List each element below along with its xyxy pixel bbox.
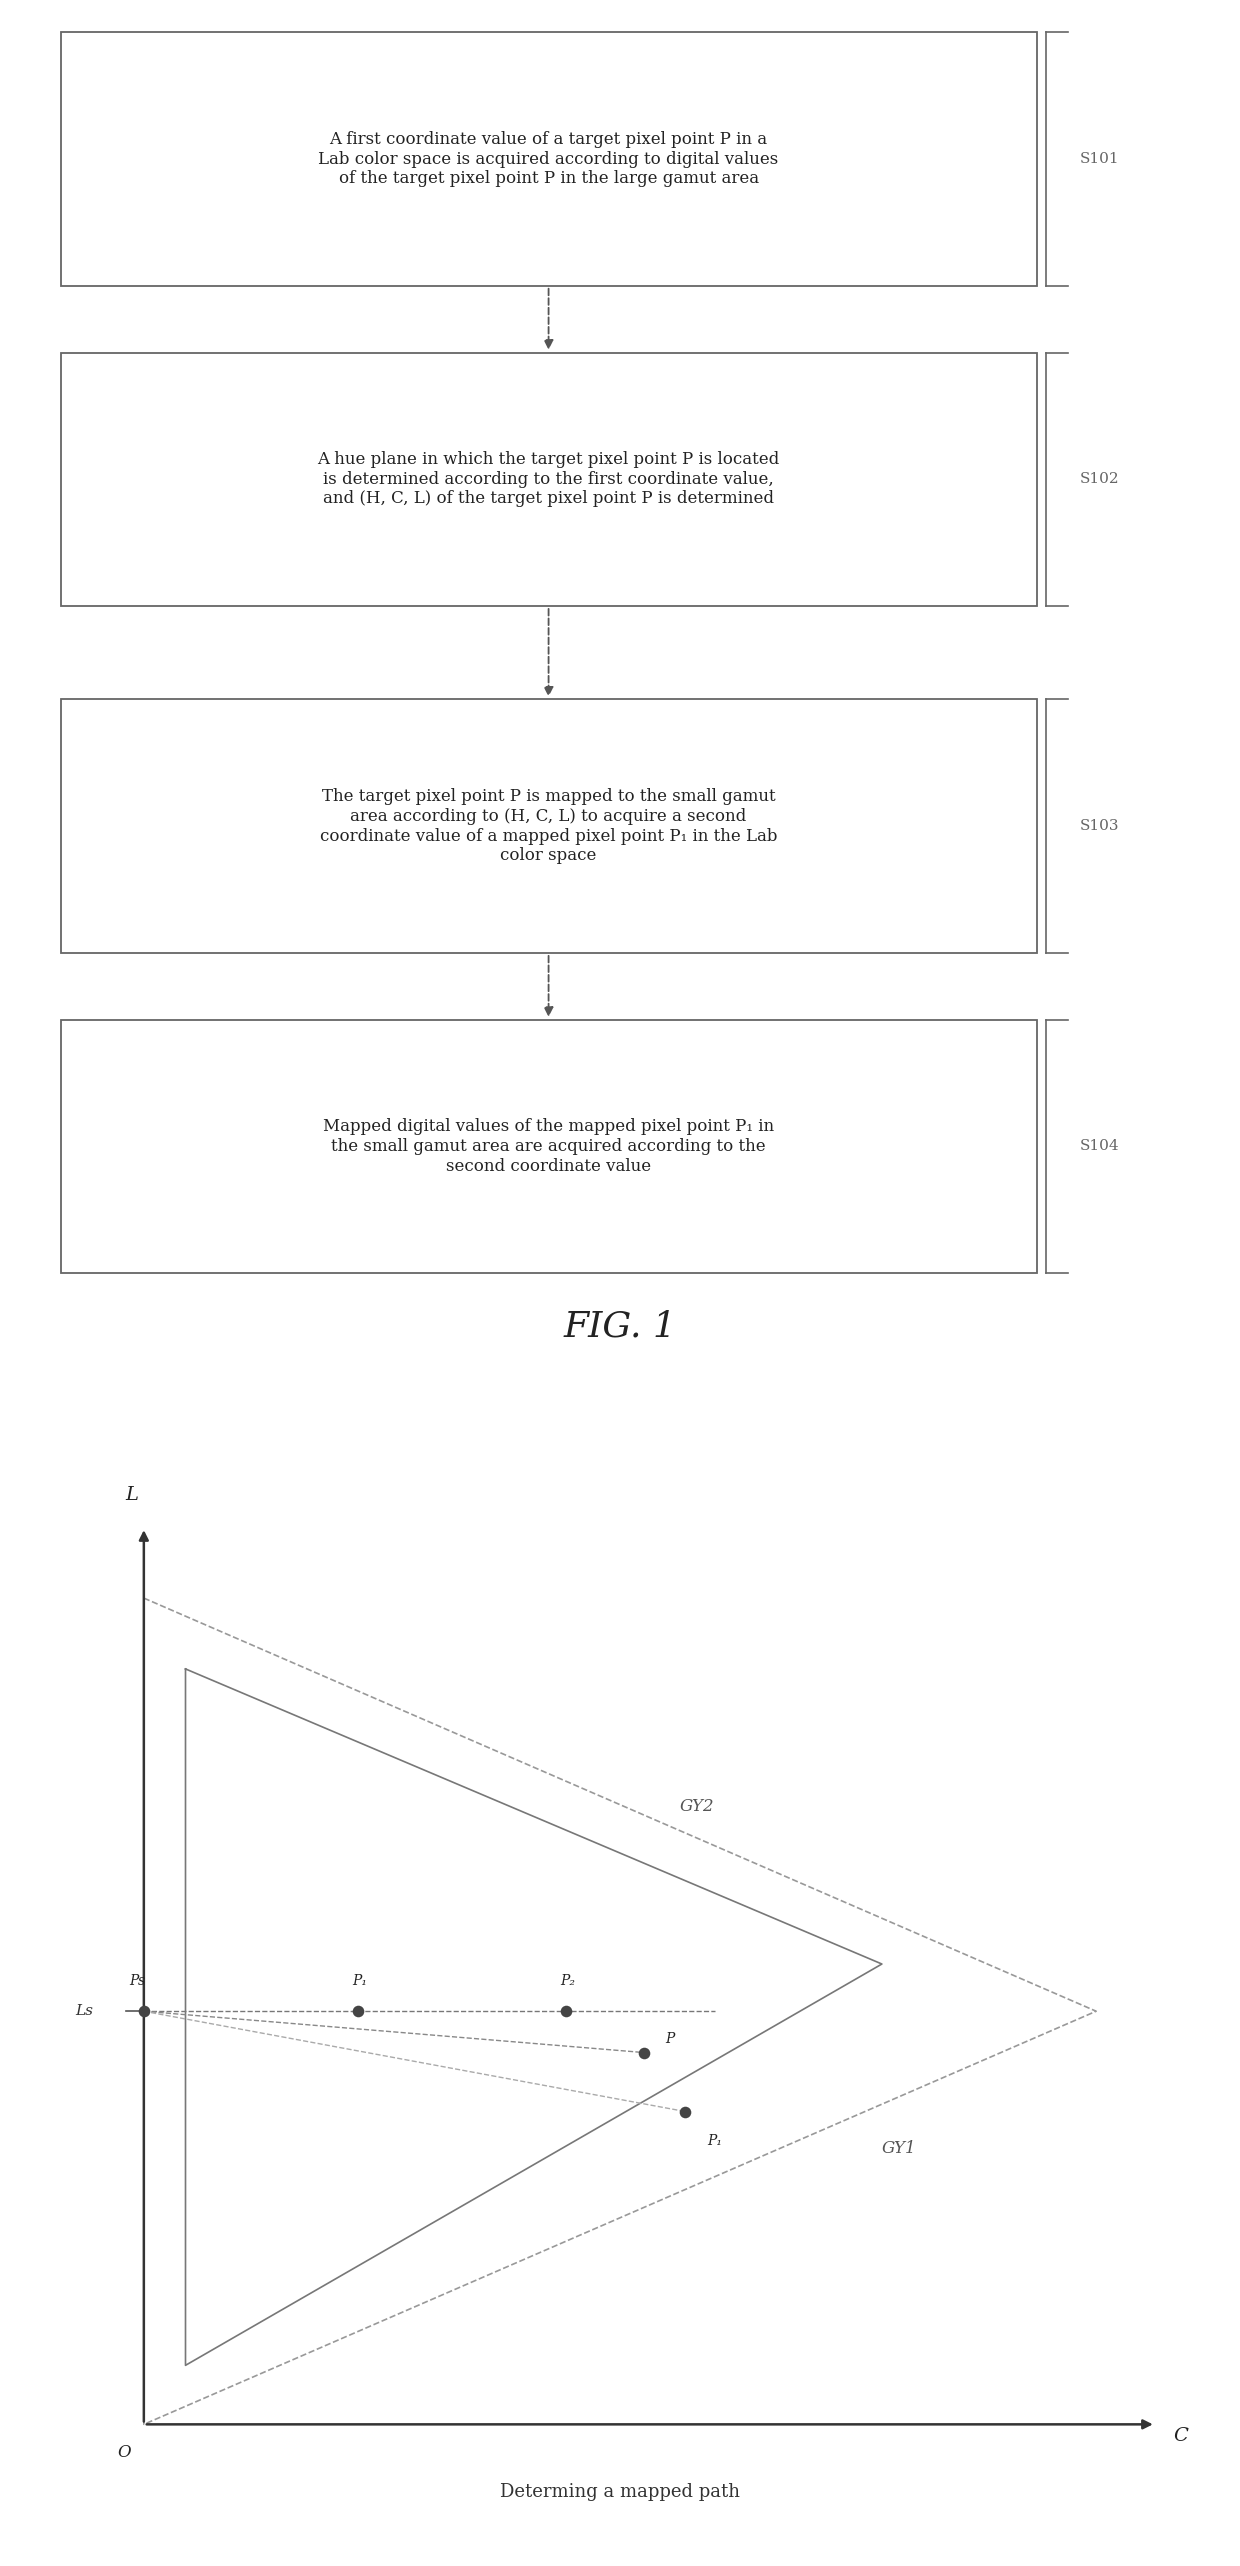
Text: S103: S103: [1080, 819, 1118, 834]
Point: [348, 1991, 368, 2032]
FancyBboxPatch shape: [61, 1019, 1037, 1273]
Text: GY2: GY2: [680, 1799, 714, 1814]
Point: [134, 1991, 154, 2032]
Text: C: C: [1173, 2427, 1188, 2445]
Text: S101: S101: [1080, 151, 1120, 167]
FancyBboxPatch shape: [61, 352, 1037, 606]
Text: L: L: [125, 1486, 139, 1504]
Text: P₁: P₁: [707, 2132, 722, 2148]
Text: A hue plane in which the target pixel point P is located
is determined according: A hue plane in which the target pixel po…: [317, 452, 780, 508]
Point: [676, 2091, 696, 2132]
Text: FIG. 1: FIG. 1: [563, 1309, 677, 1345]
Text: P₂: P₂: [560, 1973, 575, 1989]
Text: GY1: GY1: [882, 2140, 916, 2158]
Text: A first coordinate value of a target pixel point P in a
Lab color space is acqui: A first coordinate value of a target pix…: [319, 131, 779, 187]
Text: S102: S102: [1080, 472, 1120, 488]
Point: [634, 2032, 653, 2073]
Text: The target pixel point P is mapped to the small gamut
area according to (H, C, L: The target pixel point P is mapped to th…: [320, 788, 777, 865]
Point: [557, 1991, 577, 2032]
FancyBboxPatch shape: [61, 33, 1037, 285]
FancyBboxPatch shape: [61, 701, 1037, 952]
Text: P: P: [665, 2032, 675, 2045]
Text: P₁: P₁: [352, 1973, 367, 1989]
Text: Ls: Ls: [76, 2004, 93, 2019]
Text: Mapped digital values of the mapped pixel point P₁ in
the small gamut area are a: Mapped digital values of the mapped pixe…: [322, 1119, 774, 1175]
Text: Ps: Ps: [129, 1973, 145, 1989]
Text: S104: S104: [1080, 1139, 1120, 1155]
Text: Determing a mapped path: Determing a mapped path: [500, 2484, 740, 2502]
Text: O: O: [118, 2445, 131, 2461]
